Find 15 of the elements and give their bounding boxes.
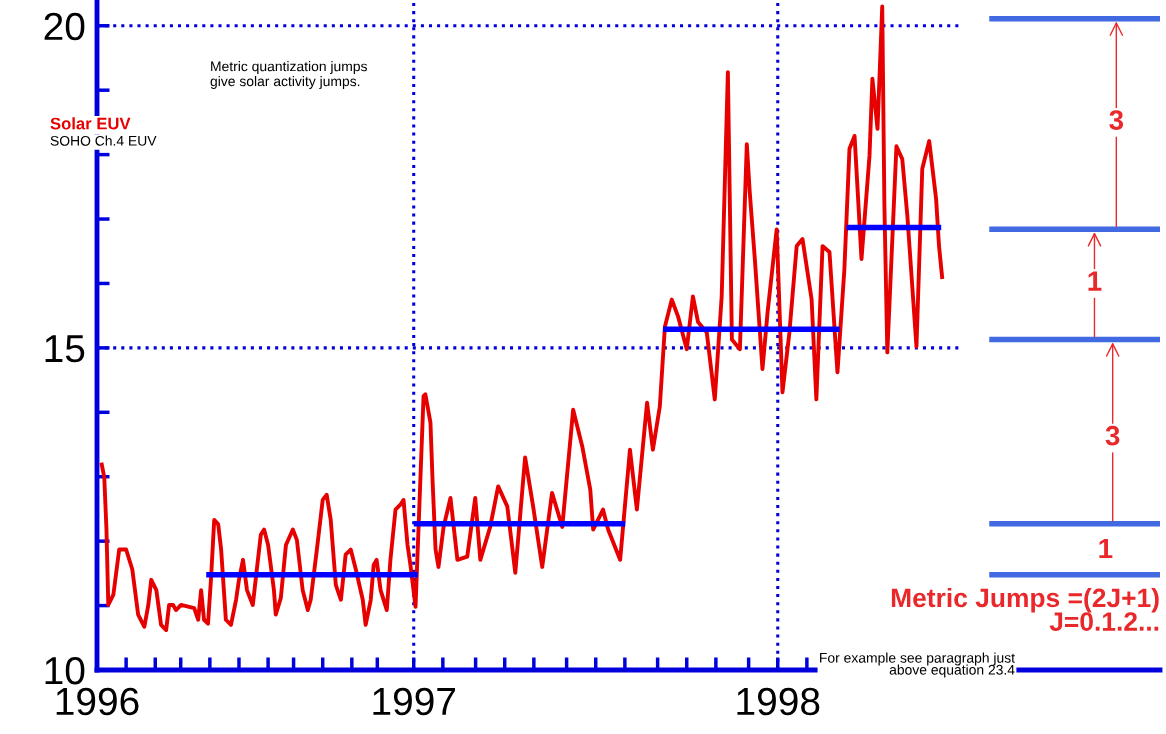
y-tick-label: 20 [44,12,85,41]
annotation: 1 [1088,271,1102,291]
text: Solar EUV [50,117,131,130]
annotation: SOHO Ch.4 EUV [50,135,157,146]
annotation: 1 [1099,538,1113,558]
annotation: 3 [1105,425,1120,446]
y-tick-label: 10 [45,656,85,685]
x-tick-label: 1998 [737,687,820,716]
annotation: Metric Jumps =(2J+1) J=0.1.2... [891,587,1159,631]
x-tick-label: 1996 [56,687,139,716]
x-tick-label: 1997 [373,687,456,716]
annotation: 3 [1109,110,1124,130]
annotation: Metric quantization jumps give solar activity jumps. [210,61,367,89]
y-tick-label: 15 [45,335,85,363]
annotation: For example see paragraph just above equation 23.4 [820,652,1015,678]
